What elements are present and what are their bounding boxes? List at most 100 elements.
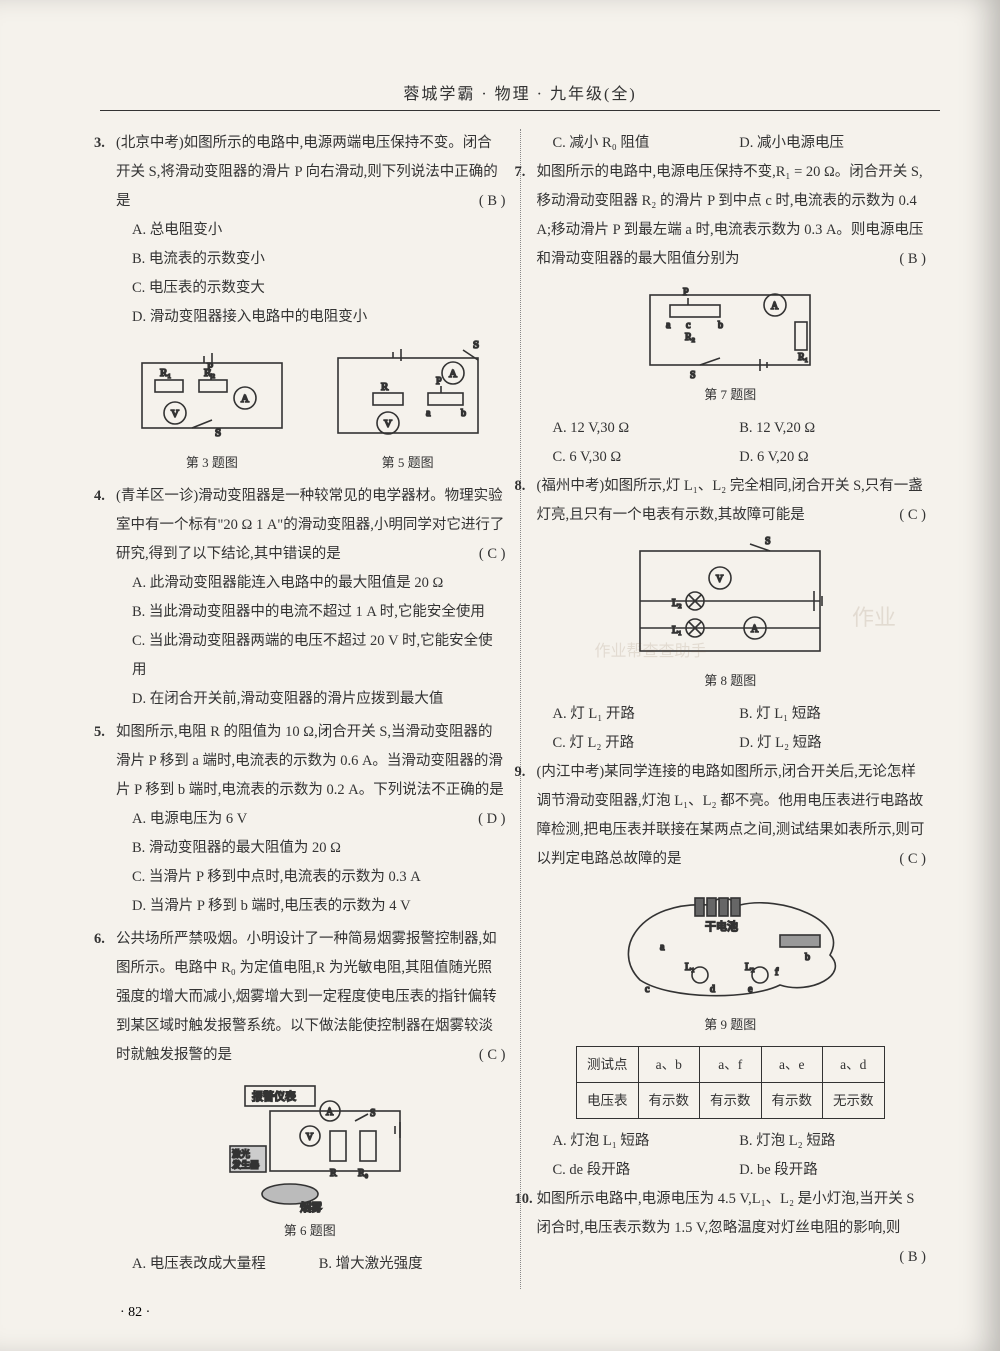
table-row: 测试点 a、b a、f a、e a、d [577, 1047, 885, 1083]
q6-opt-a: A. 电压表改成大量程 [132, 1250, 319, 1279]
svg-text:A: A [751, 624, 759, 635]
figure-9-circuit: 干电池 ab L₁ L₂ cd ef [600, 880, 860, 1010]
q9-opts: A. 灯泡 L₁ 短路 B. 灯泡 L₂ 短路 C. de 段开路 D. be … [535, 1127, 927, 1185]
fig3-caption: 第 3 题图 [186, 450, 238, 476]
q6-stem: 公共场所严禁吸烟。小明设计了一种简易烟雾报警控制器,如图所示。电路中 R₀ 为定… [116, 931, 497, 1063]
left-column: 3. (北京中考)如图所示的电路中,电源两端电压保持不变。闭合开关 S,将滑动变… [100, 129, 521, 1289]
fig-8-row: S V L₂ L₁ A 作业 作业帮查查助手 [535, 536, 927, 666]
two-column-layout: 3. (北京中考)如图所示的电路中,电源两端电压保持不变。闭合开关 S,将滑动变… [100, 129, 940, 1289]
svg-text:V: V [171, 408, 179, 420]
q4-opt-a: A. 此滑动变阻器能连入电路中的最大阻值是 20 Ω [114, 569, 506, 598]
fig5-caption: 第 5 题图 [382, 450, 434, 476]
svg-text:A: A [771, 301, 779, 312]
q8-opt-d: D. 灯 L₂ 短路 [739, 729, 926, 758]
fig9-caption: 第 9 题图 [535, 1012, 927, 1038]
svg-text:L₁: L₁ [685, 962, 695, 973]
q7-opts: A. 12 V,30 Ω B. 12 V,20 Ω C. 6 V,30 Ω D.… [535, 414, 927, 472]
svg-text:A: A [449, 368, 457, 380]
question-10: 10. 如图所示电路中,电源电压为 4.5 V,L₁、L₂ 是小灯泡,当开关 S… [535, 1185, 927, 1243]
q3-opt-b: B. 电流表的示数变小 [114, 245, 506, 274]
q8-opt-b: B. 灯 L₁ 短路 [739, 700, 926, 729]
question-3: 3. (北京中考)如图所示的电路中,电源两端电压保持不变。闭合开关 S,将滑动变… [114, 129, 506, 332]
q7-opt-d: D. 6 V,20 Ω [739, 443, 926, 472]
q7-opt-c: C. 6 V,30 Ω [553, 443, 740, 472]
q8-opts: A. 灯 L₁ 开路 B. 灯 L₁ 短路 C. 灯 L₂ 开路 D. 灯 L₂… [535, 700, 927, 758]
q6-answer: ( C ) [479, 1041, 506, 1070]
q3-opt-d: D. 滑动变阻器接入电路中的电阻变小 [114, 303, 506, 332]
fig-3-5-row: R₁ R₂ P V A S A R V P ab S [114, 338, 506, 448]
svg-text:R₁: R₁ [798, 352, 808, 363]
q3-answer: ( B ) [479, 187, 506, 216]
svg-text:R: R [330, 1168, 337, 1179]
watermark-2: 作业帮查查助手 [595, 636, 707, 668]
q9-td-0: 电压表 [577, 1083, 639, 1119]
svg-text:c: c [645, 984, 650, 995]
question-6: 6. 公共场所严禁吸烟。小明设计了一种简易烟雾报警控制器,如图所示。电路中 R₀… [114, 925, 506, 1070]
q4-stem: (青羊区一诊)滑动变阻器是一种较常见的电学器材。物理实验室中有一个标有"20 Ω… [116, 488, 504, 562]
svg-text:S: S [690, 370, 696, 380]
q6-opts-cd: C. 减小 R₀ 阻值 D. 减小电源电压 [535, 129, 927, 158]
figure-6-circuit: 报警仪表 A V R R₀ S 激光发生器 烟雾 [200, 1076, 420, 1216]
q7-stem: 如图所示的电路中,电源电压保持不变,R₁ = 20 Ω。闭合开关 S,移动滑动变… [537, 164, 924, 267]
svg-text:b: b [718, 320, 723, 331]
q8-answer: ( C ) [899, 501, 926, 530]
q9-td-3: 有示数 [761, 1083, 823, 1119]
q9-th-3: a、e [761, 1047, 823, 1083]
q5-answer: ( D ) [478, 805, 505, 834]
watermark-1: 作业 [852, 596, 896, 640]
svg-text:烟雾: 烟雾 [300, 1200, 322, 1214]
question-4: 4. (青羊区一诊)滑动变阻器是一种较常见的电学器材。物理实验室中有一个标有"2… [114, 482, 506, 714]
q3-stem: (北京中考)如图所示的电路中,电源两端电压保持不变。闭合开关 S,将滑动变阻器的… [116, 135, 498, 209]
svg-text:S: S [370, 1108, 376, 1119]
fig-6-row: 报警仪表 A V R R₀ S 激光发生器 烟雾 [114, 1076, 506, 1216]
figure-3-circuit: R₁ R₂ P V A S [127, 338, 297, 448]
svg-text:V: V [384, 418, 392, 430]
page-header: 蓉城学霸 · 物理 · 九年级(全) [100, 80, 940, 111]
q10-number: 10. [515, 1185, 533, 1214]
page-number: · 82 · [120, 1305, 150, 1321]
question-7: 7. 如图所示的电路中,电源电压保持不变,R₁ = 20 Ω。闭合开关 S,移动… [535, 158, 927, 274]
svg-text:S: S [215, 427, 221, 439]
q4-opt-c: C. 当此滑动变阻器两端的电压不超过 20 V 时,它能安全使用 [114, 627, 506, 685]
q9-answer: ( C ) [899, 845, 926, 874]
q8-number: 8. [515, 472, 526, 501]
svg-text:激光: 激光 [232, 1148, 250, 1159]
svg-text:报警仪表: 报警仪表 [252, 1089, 296, 1103]
q7-number: 7. [515, 158, 526, 187]
svg-text:d: d [710, 984, 715, 995]
q5-number: 5. [94, 718, 105, 747]
q7-opt-b: B. 12 V,20 Ω [739, 414, 926, 443]
svg-text:R: R [381, 381, 389, 393]
question-9: 9. (内江中考)某同学连接的电路如图所示,闭合开关后,无论怎样调节滑动变阻器,… [535, 758, 927, 874]
table-row: 电压表 有示数 有示数 有示数 无示数 [577, 1083, 885, 1119]
svg-text:L₂: L₂ [672, 598, 682, 609]
q6-opt-b: B. 增大激光强度 [319, 1250, 506, 1279]
svg-text:f: f [775, 967, 779, 978]
fig7-caption: 第 7 题图 [535, 382, 927, 408]
svg-text:R₂: R₂ [685, 332, 695, 343]
q9-opt-b: B. 灯泡 L₂ 短路 [739, 1127, 926, 1156]
q5-opt-a: A. 电源电压为 6 V [114, 805, 506, 834]
svg-text:V: V [716, 574, 724, 585]
svg-text:S: S [473, 339, 479, 351]
q3-opt-a: A. 总电阻变小 [114, 216, 506, 245]
fig-7-row: P acb R₂ A R₁ S [535, 280, 927, 380]
q9-td-2: 有示数 [700, 1083, 762, 1119]
question-5: 5. 如图所示,电阻 R 的阻值为 10 Ω,闭合开关 S,当滑动变阻器的滑片 … [114, 718, 506, 921]
svg-text:A: A [241, 393, 249, 405]
q6-opts-ab: A. 电压表改成大量程 B. 增大激光强度 [114, 1250, 506, 1279]
q6-opt-c: C. 减小 R₀ 阻值 [553, 129, 740, 158]
q6-number: 6. [94, 925, 105, 954]
q4-opt-b: B. 当此滑动变阻器中的电流不超过 1 A 时,它能安全使用 [114, 598, 506, 627]
svg-text:e: e [748, 984, 753, 995]
textbook-page: 蓉城学霸 · 物理 · 九年级(全) 3. (北京中考)如图所示的电路中,电源两… [0, 0, 1000, 1351]
q9-opt-a: A. 灯泡 L₁ 短路 [553, 1127, 740, 1156]
question-8: 8. (福州中考)如图所示,灯 L₁、L₂ 完全相同,闭合开关 S,只有一盏灯亮… [535, 472, 927, 530]
q9-opt-c: C. de 段开路 [553, 1156, 740, 1185]
svg-text:A: A [326, 1107, 334, 1118]
q10-stem: 如图所示电路中,电源电压为 4.5 V,L₁、L₂ 是小灯泡,当开关 S 闭合时… [537, 1191, 915, 1236]
q4-answer: ( C ) [479, 540, 506, 569]
svg-text:V: V [306, 1132, 314, 1143]
q7-answer: ( B ) [899, 245, 926, 274]
svg-text:b: b [461, 408, 466, 419]
